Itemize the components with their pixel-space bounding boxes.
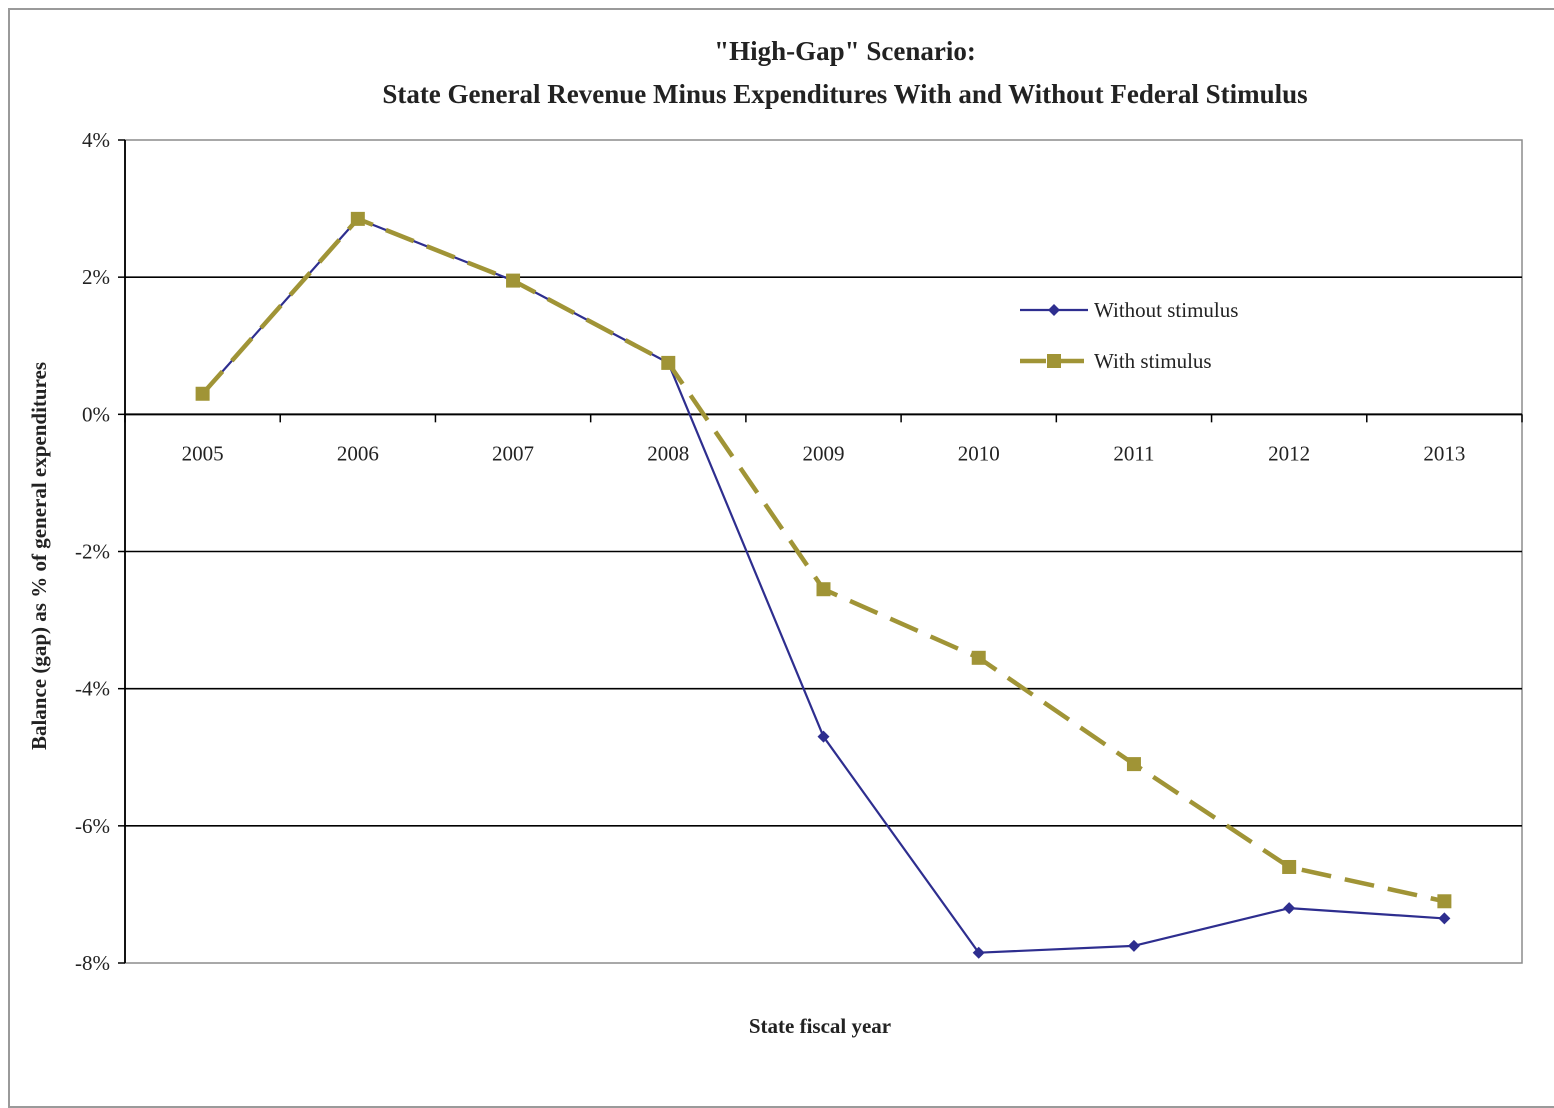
series-line: [200, 216, 1445, 904]
square-marker: [971, 650, 986, 665]
diamond-marker: [972, 946, 985, 959]
y-tick-label: -8%: [75, 951, 110, 975]
legend-label: With stimulus: [1094, 349, 1212, 373]
square-marker: [661, 355, 676, 370]
x-tick-label: 2013: [1423, 441, 1465, 465]
axes: 4% 2% 0% -2% -4% -6% -8% 2005 2006 2007 2008 2009 20…: [75, 128, 1523, 975]
x-tick-label: 2006: [337, 441, 379, 465]
x-tick-label: 2005: [182, 441, 224, 465]
diamond-marker: [1283, 902, 1296, 915]
chart-subtitle: State General Revenue Minus Expenditures…: [382, 79, 1307, 109]
gridlines: [124, 139, 1523, 964]
diamond-marker: [817, 730, 830, 743]
series-group: [195, 211, 1452, 959]
square-marker: [195, 386, 210, 401]
y-tick-label: -4%: [75, 677, 110, 701]
legend: Without stimulus With stimulus: [1020, 298, 1238, 373]
x-tick-label: 2012: [1268, 441, 1310, 465]
chart-title: "High-Gap" Scenario:: [714, 36, 976, 66]
diamond-marker: [1127, 939, 1140, 952]
square-marker: [1282, 859, 1297, 874]
square-marker: [1126, 757, 1141, 772]
legend-item: With stimulus: [1020, 349, 1212, 373]
y-tick-label: 2%: [82, 265, 110, 289]
legend-label: Without stimulus: [1094, 298, 1238, 322]
y-tick-label: 0%: [82, 402, 110, 426]
y-tick-label: 4%: [82, 128, 110, 152]
x-tick-label: 2010: [958, 441, 1000, 465]
line-chart: "High-Gap" Scenario: State General Reven…: [27, 36, 1523, 1038]
x-axis-label: State fiscal year: [749, 1014, 891, 1038]
y-axis-label: Balance (gap) as % of general expenditur…: [27, 362, 51, 750]
legend-item: Without stimulus: [1020, 298, 1238, 322]
y-tick-label: -6%: [75, 814, 110, 838]
x-tick-label: 2009: [803, 441, 845, 465]
series-with-stimulus: [195, 211, 1452, 909]
x-tick-label: 2007: [492, 441, 534, 465]
x-tick-label: 2011: [1113, 441, 1154, 465]
diamond-marker: [1438, 912, 1451, 925]
y-tick-label: -2%: [75, 540, 110, 564]
square-marker: [816, 582, 831, 597]
square-marker: [506, 273, 521, 288]
x-tick-label: 2008: [647, 441, 689, 465]
square-marker: [1437, 894, 1452, 909]
square-marker: [1047, 354, 1061, 368]
diamond-marker: [1048, 304, 1060, 316]
square-marker: [350, 211, 365, 226]
